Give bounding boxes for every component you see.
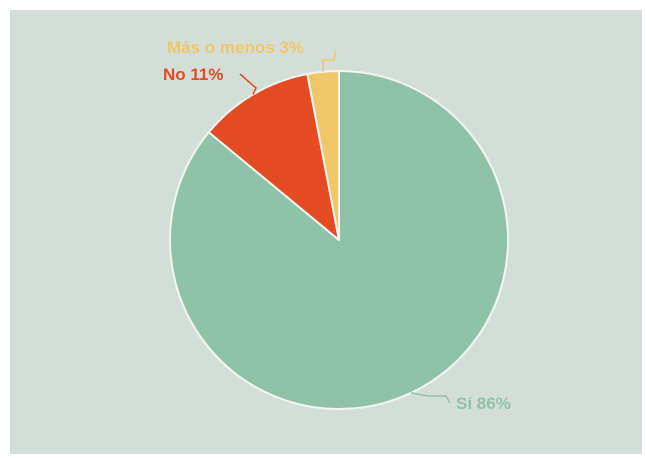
leader-line-1 xyxy=(239,73,257,95)
slice-label-si: Sí 86% xyxy=(456,394,511,413)
pie-slices xyxy=(169,70,509,410)
leader-lines xyxy=(239,49,451,404)
leader-line-2 xyxy=(322,49,337,72)
pie-slice-1 xyxy=(207,72,340,241)
slice-label-mas-o-menos: Más o menos 3% xyxy=(167,38,304,57)
pie-slice-2 xyxy=(306,70,340,241)
leader-line-0 xyxy=(410,392,451,404)
pie-slice-0 xyxy=(169,70,509,410)
slice-label-no: No 11% xyxy=(163,65,223,84)
